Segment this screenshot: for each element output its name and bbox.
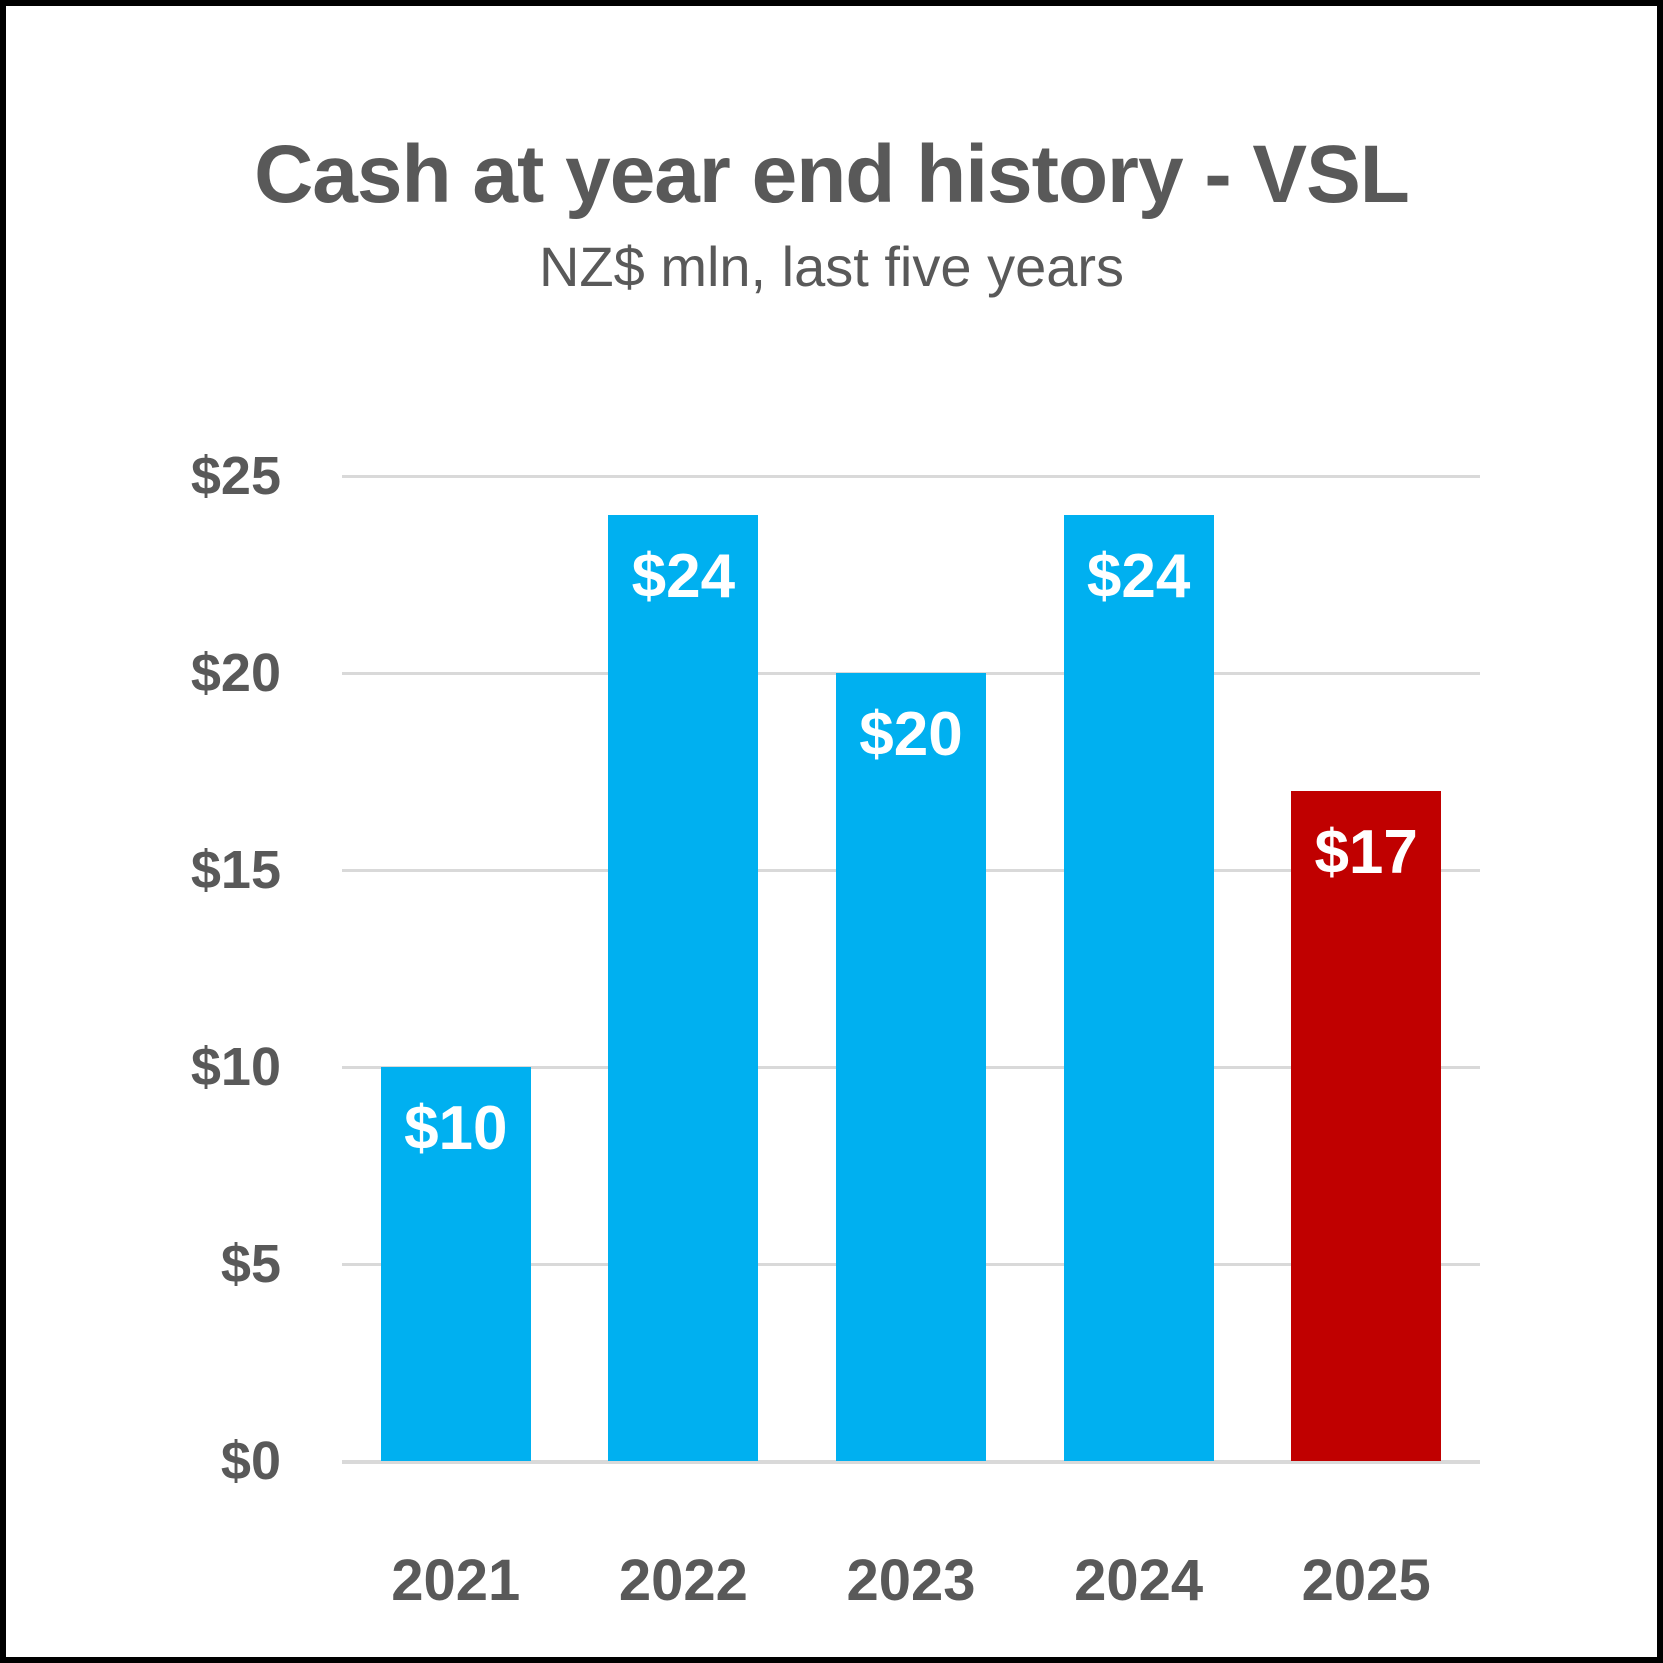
bar-value-label-2021: $10 [404,1094,508,1163]
bar-2023: $20 [836,673,986,1461]
y-tick-label-$0: $0 [220,1431,281,1491]
gridline-$25 [342,474,1480,478]
bar-2025: $17 [1291,791,1442,1461]
bar-2024: $24 [1063,515,1214,1461]
x-axis-label-2025: 2025 [1301,1548,1431,1613]
y-tick-label-$20: $20 [190,643,281,703]
x-axis-label-2023: 2023 [846,1548,976,1613]
bar-value-label-2022: $24 [631,542,736,612]
y-tick-label-$25: $25 [190,446,281,506]
y-tick-label-$5: $5 [220,1234,281,1294]
bar-chart: $10 $24 $20 $24 $17 $0 $5 $10 $15 $20 $25 2021 202… [6,6,1657,1657]
y-tick-label-$15: $15 [190,840,281,900]
y-tick-label-$10: $10 [190,1037,281,1097]
chart-title: Cash at year end history - VSL [254,129,1410,220]
bar-2021: $10 [380,1067,531,1461]
x-axis-label-2024: 2024 [1074,1548,1204,1613]
bar-value-label-2023: $20 [859,700,963,769]
x-axis-label-2021: 2021 [391,1548,521,1613]
chart-subtitle: NZ$ mln, last five years [538,235,1125,298]
bar-value-label-2024: $24 [1086,542,1191,612]
plot-area: $10 $24 $20 $24 $17 [342,474,1480,1464]
x-axis-label-2022: 2022 [618,1548,748,1613]
bar-2022: $24 [608,515,759,1461]
x-axis-line [342,1460,1480,1464]
bar-value-label-2025: $17 [1314,818,1418,888]
